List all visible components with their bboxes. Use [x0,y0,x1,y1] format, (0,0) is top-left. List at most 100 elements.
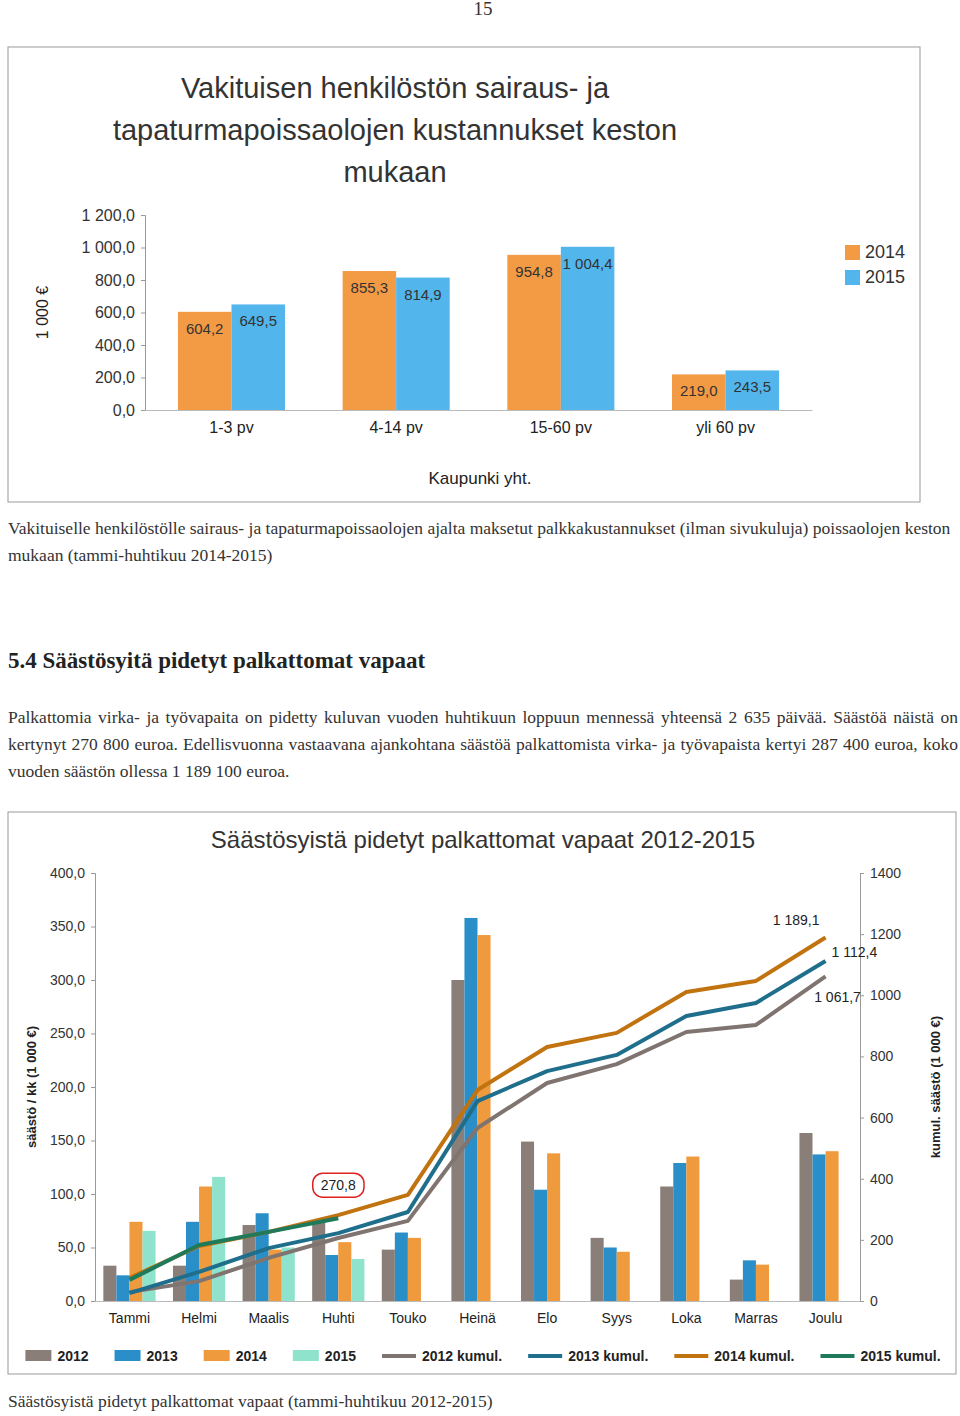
tick-mark [860,1301,864,1302]
legend-item: 2012 [25,1348,88,1364]
tick: Helmi [181,1301,217,1326]
tick-label: 250,0 [50,1025,85,1041]
tick: Maalis [248,1301,288,1326]
tick: 200 [860,1232,894,1248]
tick-mark [91,1141,95,1142]
bar [521,1142,534,1301]
legend-item: 2015 [845,267,905,287]
tick-label: 800,0 [95,272,135,289]
tick: 0 [860,1293,878,1309]
bar [116,1275,129,1301]
bar [396,278,450,410]
title-line: mukaan [343,156,446,188]
chart: Vakituisen henkilöstön sairaus- jatapatu… [8,47,920,502]
tick-mark [91,1301,95,1302]
bar [478,935,491,1301]
tick: 1200 [860,926,901,942]
tick-mark [141,378,145,379]
axis-line [91,874,96,1302]
tick-mark [860,1179,864,1180]
tick-label: Marras [734,1310,778,1326]
tick: Heinä [459,1301,496,1326]
tick-label: 15-60 pv [530,419,592,436]
bar [604,1248,617,1302]
tick-label: 0,0 [66,1293,86,1309]
legend-swatch [674,1354,708,1358]
tick-label: 350,0 [50,918,85,934]
legend-item: 2013 [115,1348,178,1364]
tick: 350,0 [50,918,95,934]
tick-label: Huhti [322,1310,355,1326]
tick-mark [141,215,145,216]
tick: Huhti [322,1301,355,1326]
tick: 250,0 [50,1025,95,1041]
data-label: 954,8 [515,263,553,280]
bar [186,1222,199,1301]
tick-label: 0 [870,1293,878,1309]
bar [730,1280,743,1301]
bar [408,1238,421,1301]
tick: Touko [389,1301,427,1326]
tick-mark [91,1034,95,1035]
tick-mark [91,1248,95,1249]
tick-label: Helmi [181,1310,217,1326]
data-label: 1 189,1 [773,912,820,928]
line [129,961,825,1293]
y-axis-title: 1 000 € [34,286,51,339]
tick: 1000 [860,987,901,1003]
legend-swatch [293,1350,319,1361]
chart-frame [8,812,956,1374]
tick: 1400 [860,865,901,881]
legend-label: 2014 [236,1348,267,1364]
value-axis: 0 200 400 600 800 1000 1200 1400 [860,865,901,1309]
title-line: tapaturmapoissaolojen kustannukset kesto… [113,114,677,146]
tick-label: Tammi [109,1310,150,1326]
legend-item: 2015 [293,1348,356,1364]
data-label: 855,3 [351,279,389,296]
tick-label: 400 [870,1171,894,1187]
tick-mark [91,927,95,928]
tick: 1-3 pv [209,410,253,436]
axis-line [96,1301,861,1302]
caption: Säästösyistä pidetyt palkattomat vapaat … [8,1391,953,1412]
y2-axis-title: kumul. säästö (1 000 €) [928,1016,943,1158]
legend-item: 2014 [204,1348,267,1364]
legend-swatch [528,1354,562,1358]
tick-label: Maalis [248,1310,288,1326]
data-label: 219,0 [680,382,718,399]
tick: 1 200,0 [82,207,145,224]
tick-label: 150,0 [50,1132,85,1148]
line [129,976,825,1292]
bar [103,1266,116,1301]
tick: Loka [671,1301,702,1326]
bar [617,1252,630,1301]
tick: Tammi [109,1301,150,1326]
data-label: 649,5 [239,312,277,329]
legend-swatch [115,1350,141,1361]
data-label: 604,2 [186,320,224,337]
tick-label: 1200 [870,926,901,942]
tick: 800,0 [95,272,145,289]
legend-label: 2015 [325,1348,356,1364]
tick-mark [860,1118,864,1119]
tick-label: 800 [870,1048,894,1064]
bar [726,370,780,410]
bar [799,1133,812,1301]
legend-item: 2014 [845,242,905,262]
legend-label: 2015 kumul. [860,1348,940,1364]
paragraph: Palkattomia virka- ja työvapaita on pide… [8,704,958,785]
data-label: 1 004,4 [563,255,613,272]
tick-label: 1 000,0 [82,239,135,256]
legend: 2014 2015 [845,242,905,287]
tick-label: 200,0 [50,1079,85,1095]
tick-label: 600 [870,1110,894,1126]
tick-mark [860,873,864,874]
tick: 1 000,0 [82,239,145,256]
legend-label: 2012 kumul. [422,1348,502,1364]
legend-item: 2013 kumul. [528,1348,648,1364]
data-label: 270,8 [321,1177,356,1193]
tick-label: Touko [389,1310,427,1326]
tick: 200,0 [95,369,145,386]
tick-mark [860,1240,864,1241]
bar [686,1157,699,1301]
